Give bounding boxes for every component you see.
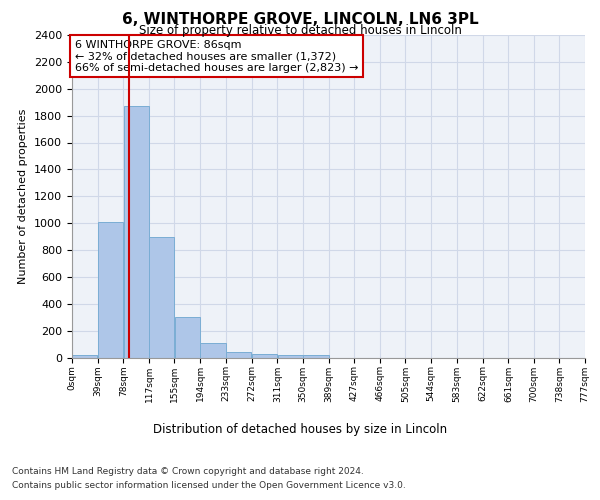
Bar <box>175 316 200 358</box>
Text: Contains HM Land Registry data © Crown copyright and database right 2024.: Contains HM Land Registry data © Crown c… <box>12 468 364 476</box>
Bar <box>226 352 251 358</box>
Bar <box>124 106 149 358</box>
Text: 6, WINTHORPE GROVE, LINCOLN, LN6 3PL: 6, WINTHORPE GROVE, LINCOLN, LN6 3PL <box>122 12 478 28</box>
Bar <box>278 355 303 358</box>
Bar <box>200 344 226 357</box>
Y-axis label: Number of detached properties: Number of detached properties <box>19 108 28 284</box>
Bar <box>98 222 123 358</box>
Text: Distribution of detached houses by size in Lincoln: Distribution of detached houses by size … <box>153 422 447 436</box>
Bar <box>72 356 97 358</box>
Bar <box>252 354 277 358</box>
Bar <box>149 236 174 358</box>
Text: Size of property relative to detached houses in Lincoln: Size of property relative to detached ho… <box>139 24 461 37</box>
Text: Contains public sector information licensed under the Open Government Licence v3: Contains public sector information licen… <box>12 481 406 490</box>
Text: 6 WINTHORPE GROVE: 86sqm
← 32% of detached houses are smaller (1,372)
66% of sem: 6 WINTHORPE GROVE: 86sqm ← 32% of detach… <box>74 40 358 73</box>
Bar <box>304 355 329 358</box>
